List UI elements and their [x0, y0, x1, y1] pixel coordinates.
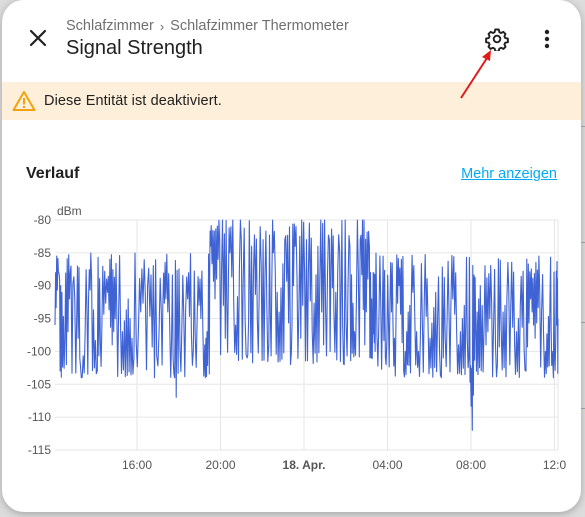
x-tick-label: 16:00 [122, 458, 152, 472]
breadcrumb: Schlafzimmer › Schlafzimmer Thermometer [66, 18, 349, 34]
x-tick-label: 18. Apr. [283, 458, 326, 472]
disabled-entity-alert: Diese Entität ist deaktiviert. [2, 82, 581, 120]
x-tick-label: 04:00 [372, 458, 402, 472]
dialog-header: Schlafzimmer › Schlafzimmer Thermometer … [2, 0, 581, 80]
y-tick-label: -105 [27, 377, 51, 391]
close-button[interactable] [22, 22, 54, 54]
breadcrumb-area[interactable]: Schlafzimmer [66, 18, 154, 34]
breadcrumb-device[interactable]: Schlafzimmer Thermometer [170, 18, 349, 34]
breadcrumb-separator: › [159, 18, 165, 34]
more-options-button[interactable] [532, 24, 562, 54]
more-vertical-icon [544, 29, 550, 49]
warning-triangle-icon [12, 91, 36, 111]
y-axis-label: dBm [57, 204, 82, 218]
x-tick-label: 08:00 [456, 458, 486, 472]
show-more-link[interactable]: Mehr anzeigen [461, 166, 557, 182]
series-line [54, 219, 559, 431]
y-tick-label: -80 [34, 213, 52, 227]
page-title: Signal Strength [66, 37, 203, 59]
y-tick-label: -85 [34, 246, 52, 260]
y-tick-label: -100 [27, 344, 51, 358]
close-icon [29, 29, 47, 47]
gear-icon [485, 28, 509, 51]
history-title: Verlauf [26, 165, 80, 182]
x-tick-label: 12:0 [543, 458, 567, 472]
y-tick-label: -90 [34, 279, 52, 293]
settings-button[interactable] [482, 24, 512, 54]
y-tick-label: -95 [34, 312, 52, 326]
signal-strength-chart: -80 -85 -90 -95 -100 -105 -110 -115 16:00 20:00 18… [27, 204, 567, 472]
alert-text: Diese Entität ist deaktiviert. [44, 93, 222, 109]
x-tick-label: 20:00 [205, 458, 235, 472]
y-tick-label: -115 [28, 443, 51, 457]
y-tick-label: -110 [28, 410, 51, 424]
